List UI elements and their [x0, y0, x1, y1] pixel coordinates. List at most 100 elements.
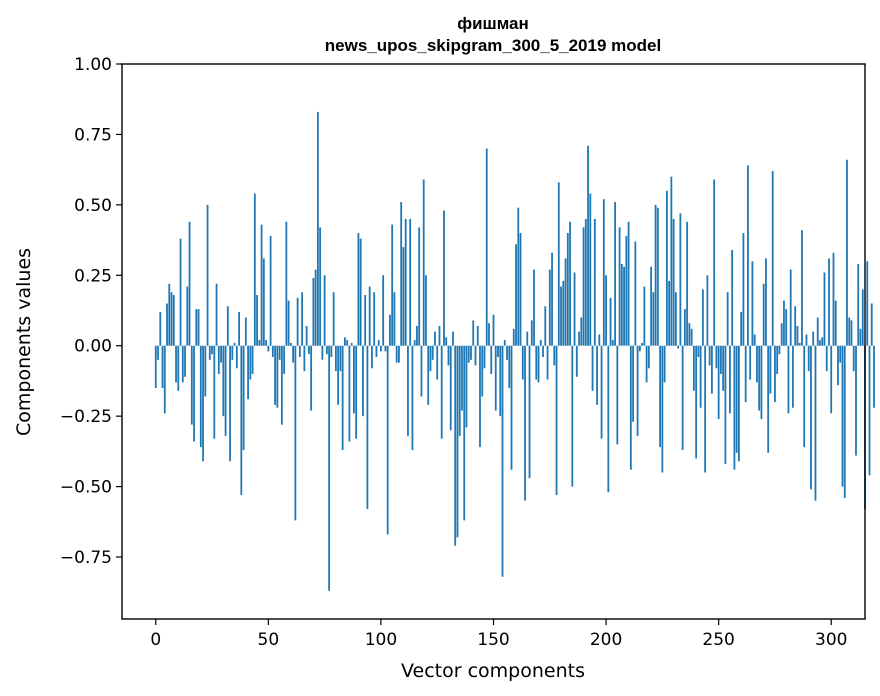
bar: [848, 317, 851, 346]
bar: [346, 340, 349, 346]
bar: [440, 345, 443, 439]
y-axis-label: Components values: [13, 248, 35, 436]
bar: [677, 345, 680, 349]
bar: [776, 345, 779, 374]
bar: [427, 345, 430, 405]
bar: [274, 345, 276, 405]
bar: [303, 345, 306, 372]
bar: [627, 221, 630, 346]
bar: [738, 345, 740, 462]
bar: [384, 345, 387, 352]
bar: [249, 345, 252, 380]
bar: [837, 345, 839, 386]
bar: [334, 345, 337, 372]
bar: [258, 340, 261, 346]
bar: [598, 334, 601, 346]
x-tick-label: 250: [702, 630, 734, 650]
bar: [758, 345, 761, 411]
bar: [344, 337, 346, 346]
bar: [429, 345, 432, 372]
bar: [204, 345, 207, 397]
bar: [310, 345, 313, 411]
bar: [530, 320, 533, 346]
bar: [857, 264, 860, 346]
bar: [636, 345, 639, 436]
bar: [861, 289, 864, 346]
bar: [445, 337, 448, 346]
bar: [332, 292, 335, 346]
bar: [692, 345, 695, 391]
bar: [224, 345, 227, 436]
bar: [607, 345, 610, 493]
y-tick-label: 0.25: [74, 266, 112, 286]
bar: [283, 345, 286, 374]
bar: [267, 345, 270, 352]
bar: [697, 345, 700, 357]
bar: [483, 345, 486, 369]
bar: [339, 345, 342, 372]
bar: [846, 159, 848, 346]
bar: [573, 272, 576, 346]
bar: [271, 345, 274, 357]
bar: [492, 314, 495, 346]
bar: [413, 340, 416, 346]
bar: [681, 345, 684, 450]
bar: [517, 207, 520, 346]
bar: [391, 224, 394, 346]
bar: [202, 345, 204, 462]
bar: [476, 326, 479, 346]
bar: [533, 269, 535, 346]
bar: [526, 331, 529, 346]
bar: [362, 345, 364, 417]
bar: [785, 309, 788, 346]
bar: [447, 345, 450, 366]
bar: [839, 345, 842, 363]
bar: [325, 345, 328, 355]
bar: [843, 345, 846, 498]
bar: [668, 280, 671, 346]
bar: [337, 345, 340, 405]
bar: [701, 289, 704, 346]
bar: [830, 345, 833, 414]
bar: [400, 202, 403, 346]
bar: [735, 345, 738, 453]
bar: [301, 292, 304, 346]
bar: [276, 345, 279, 408]
bar: [240, 345, 243, 496]
bar: [247, 345, 249, 400]
bar: [753, 334, 756, 346]
bar: [494, 345, 497, 411]
bar: [548, 269, 551, 346]
bar: [722, 345, 725, 391]
bar: [296, 297, 299, 346]
bar: [670, 176, 673, 346]
bar: [242, 345, 245, 450]
bar: [616, 345, 619, 445]
bar: [756, 345, 758, 383]
bar: [503, 340, 506, 346]
bar: [553, 345, 556, 366]
bar: [197, 309, 200, 346]
bar: [632, 345, 634, 422]
bar: [528, 345, 531, 479]
bar: [663, 345, 666, 383]
bar: [744, 345, 747, 403]
bar: [767, 345, 770, 453]
bar: [416, 326, 418, 346]
bar: [596, 345, 598, 405]
bar: [706, 275, 709, 346]
bar: [868, 345, 871, 476]
bar: [855, 345, 857, 456]
bar: [341, 345, 344, 450]
bar: [575, 345, 578, 377]
bar: [355, 345, 358, 439]
bar: [618, 227, 621, 346]
bar: [733, 345, 736, 470]
bar: [184, 345, 186, 377]
bar: [229, 345, 231, 462]
bar: [647, 345, 650, 369]
bar: [792, 345, 794, 408]
bar: [679, 213, 682, 346]
bar: [368, 286, 371, 346]
